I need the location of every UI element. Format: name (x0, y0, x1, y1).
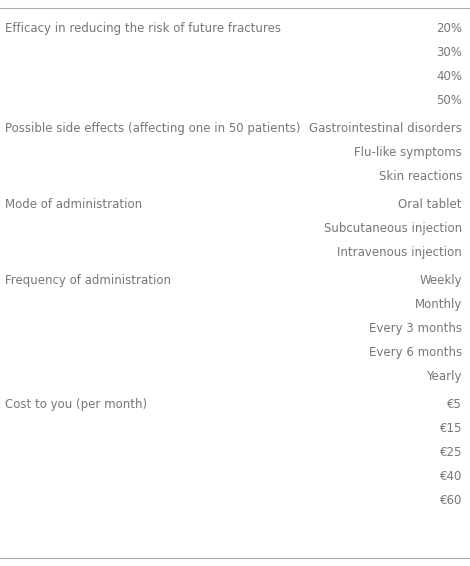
Text: 30%: 30% (436, 46, 462, 59)
Text: Skin reactions: Skin reactions (379, 170, 462, 183)
Text: 50%: 50% (436, 94, 462, 107)
Text: Weekly: Weekly (419, 274, 462, 287)
Text: 20%: 20% (436, 22, 462, 35)
Text: Monthly: Monthly (415, 298, 462, 311)
Text: Frequency of administration: Frequency of administration (5, 274, 171, 287)
Text: €15: €15 (439, 422, 462, 435)
Text: Efficacy in reducing the risk of future fractures: Efficacy in reducing the risk of future … (5, 22, 281, 35)
Text: Every 6 months: Every 6 months (369, 346, 462, 359)
Text: €25: €25 (439, 446, 462, 459)
Text: Mode of administration: Mode of administration (5, 198, 142, 211)
Text: €40: €40 (439, 470, 462, 483)
Text: Intravenous injection: Intravenous injection (337, 246, 462, 259)
Text: Flu-like symptoms: Flu-like symptoms (354, 146, 462, 159)
Text: Every 3 months: Every 3 months (369, 322, 462, 335)
Text: Gastrointestinal disorders: Gastrointestinal disorders (309, 122, 462, 135)
Text: Subcutaneous injection: Subcutaneous injection (324, 222, 462, 235)
Text: Possible side effects (affecting one in 50 patients): Possible side effects (affecting one in … (5, 122, 300, 135)
Text: €5: €5 (447, 398, 462, 411)
Text: €60: €60 (439, 494, 462, 507)
Text: Yearly: Yearly (426, 370, 462, 383)
Text: Oral tablet: Oral tablet (399, 198, 462, 211)
Text: Cost to you (per month): Cost to you (per month) (5, 398, 147, 411)
Text: 40%: 40% (436, 70, 462, 83)
